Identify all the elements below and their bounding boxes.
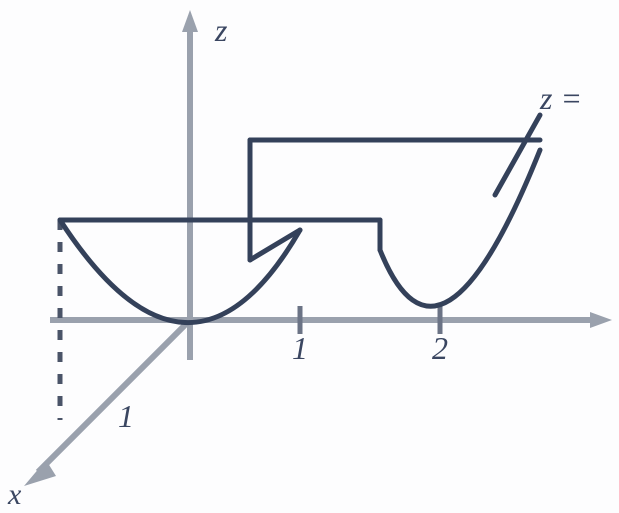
callout-leader [495,115,540,195]
axis-z-arrow [182,10,198,32]
parabola-front [60,220,300,323]
label-x-axis: x [8,478,21,512]
label-tick-1: 1 [292,330,308,367]
label-tick-2: 2 [432,330,448,367]
label-equation: z = [540,80,582,117]
parabola-back [380,150,540,306]
label-x-one: 1 [118,398,134,435]
diagram-stage: { "canvas": { "width": 619, "height": 51… [0,0,619,513]
label-z-axis: z [215,12,227,49]
diagram-svg [0,0,619,513]
axis-x-oblique-arrow [24,460,56,486]
axis-y-right-arrow [590,312,612,328]
